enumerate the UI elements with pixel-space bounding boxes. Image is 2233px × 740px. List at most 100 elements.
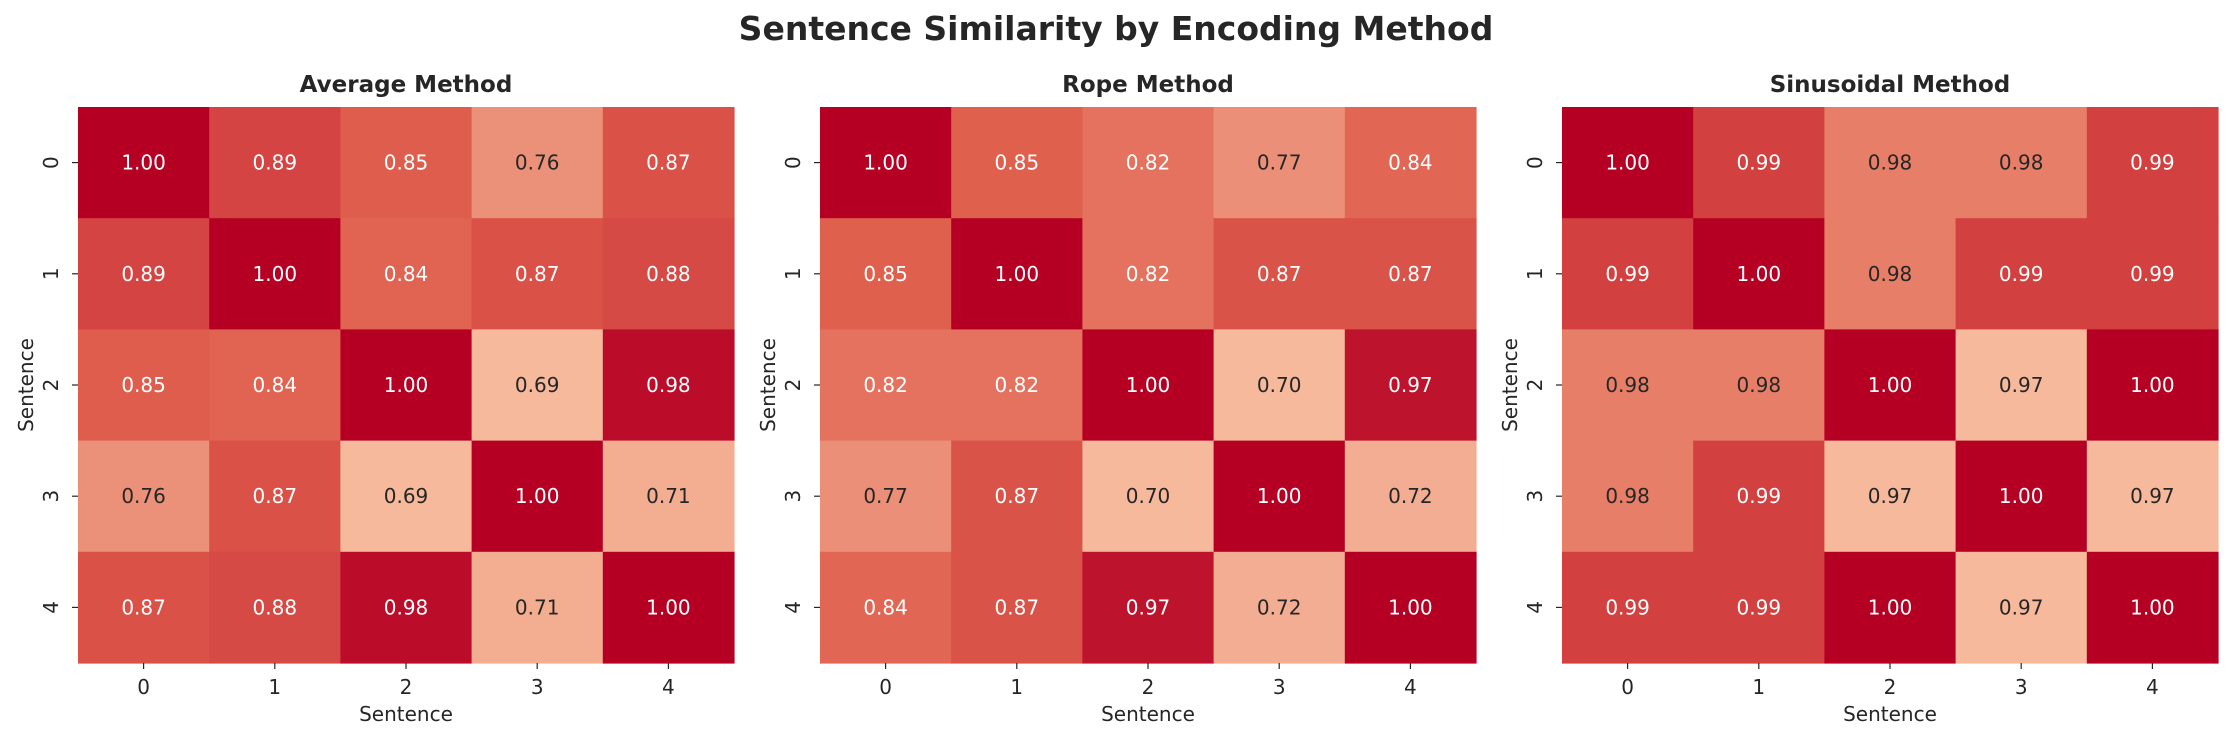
cell-label: 0.99 bbox=[1605, 262, 1650, 286]
cell-label: 0.72 bbox=[1257, 595, 1302, 619]
heatmap-cell bbox=[1344, 551, 1477, 664]
heatmap-cell bbox=[1955, 329, 2088, 442]
y-tick-label: 4 bbox=[781, 601, 805, 614]
heatmap-cell bbox=[1693, 329, 1825, 442]
heatmap-cell bbox=[471, 218, 604, 330]
cell-label: 1.00 bbox=[2130, 595, 2175, 619]
x-tick-label: 4 bbox=[2146, 675, 2159, 699]
cell-label: 0.84 bbox=[1388, 151, 1433, 175]
y-tick-label: 0 bbox=[781, 156, 805, 169]
x-tick-label: 2 bbox=[1142, 675, 1155, 699]
y-tick-label: 2 bbox=[1523, 379, 1547, 392]
cell-label: 0.84 bbox=[253, 373, 298, 397]
heatmap-cell bbox=[1082, 551, 1215, 664]
cell-label: 0.82 bbox=[995, 373, 1040, 397]
panels: Average Method 1.00 0.89 0.85 0.76 0.87 0.89 1.… bbox=[14, 72, 2219, 726]
heatmap-cell bbox=[951, 107, 1083, 219]
cell-label: 1.00 bbox=[1388, 595, 1433, 619]
heatmap-panel-2: Sinusoidal Method 1.00 0.99 0.98 0.98 0.99 0.9… bbox=[1498, 72, 2219, 726]
heatmap-cell bbox=[209, 329, 341, 442]
y-tick-label: 3 bbox=[1523, 490, 1547, 503]
y-tick-label: 1 bbox=[1523, 267, 1547, 280]
heatmap-cell bbox=[1824, 440, 1957, 553]
heatmap-cell bbox=[602, 107, 735, 219]
heatmap-cell bbox=[602, 218, 735, 330]
cell-label: 0.99 bbox=[1737, 484, 1782, 508]
cell-label: 0.87 bbox=[995, 484, 1040, 508]
heatmap-cell bbox=[340, 440, 473, 553]
figure-title: Sentence Similarity by Encoding Method bbox=[739, 9, 1494, 48]
heatmap-cell bbox=[1693, 218, 1825, 330]
cell-label: 0.98 bbox=[1999, 151, 2044, 175]
cell-label: 0.89 bbox=[121, 262, 166, 286]
heatmap-cell bbox=[820, 440, 952, 553]
heatmap-cell bbox=[951, 218, 1083, 330]
cell-label: 0.77 bbox=[863, 484, 908, 508]
cell-label: 1.00 bbox=[1605, 151, 1650, 175]
cell-label: 1.00 bbox=[646, 595, 691, 619]
heatmap-cell bbox=[471, 107, 604, 219]
heatmap-cell bbox=[2086, 329, 2219, 442]
cell-label: 0.84 bbox=[863, 595, 908, 619]
cell-label: 0.97 bbox=[1868, 484, 1913, 508]
heatmap-cell bbox=[2086, 440, 2219, 553]
heatmap-cell bbox=[209, 551, 341, 664]
cell-label: 0.98 bbox=[646, 373, 691, 397]
x-tick-label: 0 bbox=[879, 675, 892, 699]
cell-label: 0.69 bbox=[384, 484, 429, 508]
cell-label: 0.97 bbox=[1126, 595, 1171, 619]
heatmap-cell bbox=[1955, 218, 2088, 330]
cell-label: 1.00 bbox=[995, 262, 1040, 286]
heatmap-cell bbox=[209, 218, 341, 330]
heatmap-cell bbox=[1213, 551, 1346, 664]
heatmap-cell bbox=[1824, 218, 1957, 330]
heatmap-cell bbox=[1562, 329, 1694, 442]
heatmap-cell bbox=[1082, 218, 1215, 330]
cell-label: 0.87 bbox=[646, 151, 691, 175]
cell-label: 0.85 bbox=[384, 151, 429, 175]
heatmap-cell bbox=[1693, 551, 1825, 664]
cell-label: 0.82 bbox=[1126, 262, 1171, 286]
y-tick-label: 0 bbox=[39, 156, 63, 169]
heatmap-cell bbox=[820, 218, 952, 330]
y-axis-label: Sentence bbox=[756, 338, 780, 432]
x-axis-label: Sentence bbox=[1101, 702, 1195, 726]
heatmap-cell bbox=[1213, 440, 1346, 553]
cell-label: 1.00 bbox=[1868, 373, 1913, 397]
heatmap-cell bbox=[951, 440, 1083, 553]
cell-label: 0.99 bbox=[1999, 262, 2044, 286]
cell-label: 0.97 bbox=[2130, 484, 2175, 508]
cell-label: 0.99 bbox=[1737, 151, 1782, 175]
heatmap-cell bbox=[1082, 107, 1215, 219]
cell-label: 1.00 bbox=[515, 484, 560, 508]
cell-label: 0.71 bbox=[515, 595, 560, 619]
heatmap-cell bbox=[78, 551, 210, 664]
heatmap-cell bbox=[340, 218, 473, 330]
heatmap-cell bbox=[1824, 329, 1957, 442]
cell-label: 0.71 bbox=[646, 484, 691, 508]
cell-label: 0.99 bbox=[1737, 595, 1782, 619]
cell-label: 0.87 bbox=[121, 595, 166, 619]
x-tick-label: 1 bbox=[268, 675, 281, 699]
heatmap-cell bbox=[1955, 107, 2088, 219]
cell-label: 0.72 bbox=[1388, 484, 1433, 508]
heatmap-cell bbox=[1693, 440, 1825, 553]
cell-label: 0.76 bbox=[121, 484, 166, 508]
x-tick-label: 4 bbox=[1404, 675, 1417, 699]
heatmap-cell bbox=[340, 551, 473, 664]
heatmap-cell bbox=[1344, 329, 1477, 442]
cell-label: 0.89 bbox=[253, 151, 298, 175]
cell-label: 0.98 bbox=[1605, 373, 1650, 397]
cell-label: 0.76 bbox=[515, 151, 560, 175]
heatmap-cell bbox=[1824, 107, 1957, 219]
y-tick-label: 2 bbox=[39, 379, 63, 392]
heatmap-cell bbox=[1082, 329, 1215, 442]
y-tick-label: 1 bbox=[39, 267, 63, 280]
x-tick-label: 3 bbox=[1273, 675, 1286, 699]
heatmap-cell bbox=[340, 107, 473, 219]
cell-label: 0.88 bbox=[646, 262, 691, 286]
x-tick-label: 4 bbox=[662, 675, 675, 699]
cell-label: 0.87 bbox=[253, 484, 298, 508]
heatmap-cell bbox=[602, 329, 735, 442]
